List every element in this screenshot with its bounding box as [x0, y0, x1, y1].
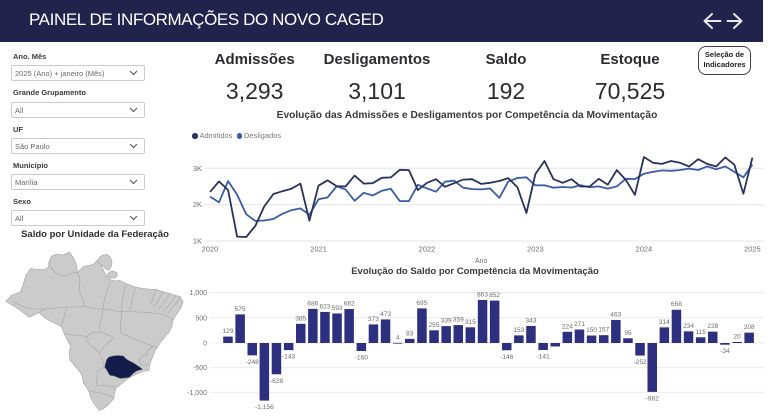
svg-text:-252: -252	[633, 359, 647, 366]
svg-text:150: 150	[586, 327, 597, 334]
svg-text:315: 315	[465, 319, 476, 326]
svg-text:1K: 1K	[193, 237, 202, 246]
svg-text:-146: -146	[500, 354, 514, 361]
svg-text:-982: -982	[646, 395, 660, 402]
svg-text:2024: 2024	[636, 245, 653, 254]
svg-text:157: 157	[598, 327, 609, 334]
svg-text:-34: -34	[720, 348, 730, 355]
svg-text:-248: -248	[246, 359, 260, 366]
svg-text:314: 314	[659, 319, 670, 326]
svg-text:2023: 2023	[527, 245, 544, 254]
svg-text:153: 153	[513, 327, 524, 334]
svg-text:-1,000: -1,000	[187, 390, 207, 397]
svg-text:115: 115	[695, 329, 706, 336]
svg-text:2K: 2K	[193, 200, 202, 209]
svg-text:852: 852	[489, 292, 500, 299]
svg-text:Ano: Ano	[475, 258, 488, 265]
svg-text:682: 682	[344, 301, 355, 308]
svg-text:1,000: 1,000	[189, 290, 207, 297]
svg-text:500: 500	[195, 315, 207, 322]
svg-text:228: 228	[707, 323, 718, 330]
svg-text:-160: -160	[355, 355, 369, 362]
svg-text:4: 4	[396, 334, 400, 341]
svg-text:2020: 2020	[202, 245, 219, 254]
svg-text:255: 255	[428, 322, 439, 329]
svg-text:695: 695	[416, 300, 427, 307]
svg-text:20: 20	[733, 334, 741, 341]
svg-text:3K: 3K	[193, 164, 202, 173]
svg-text:129: 129	[222, 328, 233, 335]
svg-text:-628: -628	[270, 378, 284, 385]
svg-text:463: 463	[610, 311, 621, 318]
svg-text:224: 224	[562, 323, 573, 330]
svg-text:0: 0	[203, 341, 207, 348]
svg-text:343: 343	[525, 317, 536, 324]
svg-text:2022: 2022	[419, 245, 436, 254]
svg-text:-141: -141	[536, 354, 550, 361]
svg-text:863: 863	[477, 292, 488, 299]
svg-text:-143: -143	[282, 354, 296, 361]
svg-text:-1,156: -1,156	[255, 404, 274, 411]
svg-text:593: 593	[332, 305, 343, 312]
svg-text:623: 623	[319, 304, 330, 311]
svg-text:385: 385	[295, 315, 306, 322]
svg-text:473: 473	[380, 311, 391, 318]
svg-text:575: 575	[235, 306, 246, 313]
svg-text:2021: 2021	[310, 245, 327, 254]
svg-text:2025: 2025	[744, 245, 761, 254]
svg-text:208: 208	[744, 324, 755, 331]
svg-text:359: 359	[453, 317, 464, 324]
svg-text:-500: -500	[193, 365, 207, 372]
svg-text:668: 668	[671, 301, 682, 308]
svg-text:373: 373	[368, 316, 379, 323]
svg-text:339: 339	[441, 318, 452, 325]
svg-text:271: 271	[574, 321, 585, 328]
svg-text:83: 83	[406, 330, 414, 337]
svg-text:686: 686	[307, 300, 318, 307]
svg-text:95: 95	[624, 330, 632, 337]
svg-text:234: 234	[683, 323, 694, 330]
